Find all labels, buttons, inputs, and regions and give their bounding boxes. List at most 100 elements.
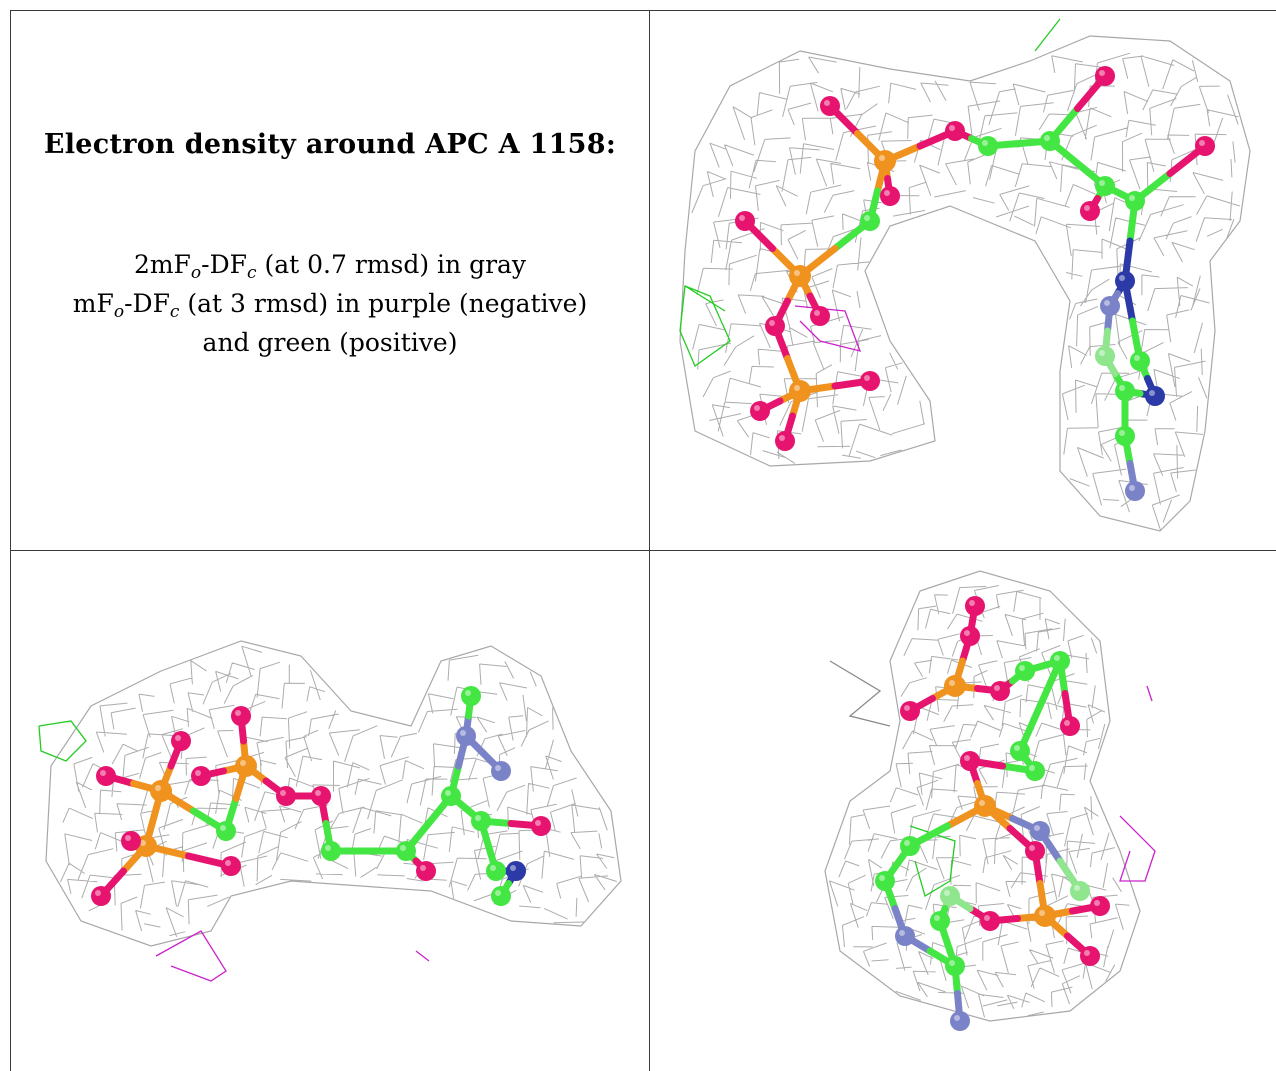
view1-atom-highlight	[1119, 430, 1125, 436]
view1-atom-highlight	[824, 100, 830, 106]
view1-atom-highlight	[1099, 70, 1105, 76]
view2-atom-highlight	[280, 790, 286, 796]
view2-carbon-atom	[471, 811, 491, 831]
molecule-view-2	[38, 640, 622, 982]
view3-atom-highlight	[964, 630, 970, 636]
view1-atom-highlight	[769, 320, 775, 326]
view3-atom-highlight	[969, 600, 975, 606]
border-middle-horizontal	[10, 550, 1276, 551]
negative-density-fragment	[1146, 685, 1153, 702]
view1-nitrogen-atom	[1125, 481, 1145, 501]
view1-atom-highlight	[864, 375, 870, 381]
view1-carbon-atom	[1040, 131, 1060, 151]
view3-atom-highlight	[1029, 845, 1035, 851]
view2-carbon-atom	[491, 886, 511, 906]
view2-atom-highlight	[100, 770, 106, 776]
view3-carbon-atom	[875, 871, 895, 891]
figure-title: Electron density around APC A 1158:	[43, 129, 617, 160]
view1-atom-highlight	[1129, 485, 1135, 491]
positive-density-blob	[909, 825, 956, 897]
legend-line-positive: and green (positive)	[202, 328, 458, 357]
view2-oxygen-atom	[311, 786, 331, 806]
view1-carbon-atom	[1115, 381, 1135, 401]
negative-density-blob	[155, 930, 227, 982]
view1-carbon-atom	[1130, 351, 1150, 371]
view3-oxygen-atom	[990, 681, 1010, 701]
view1-phosphorus-atom	[874, 150, 896, 172]
view3-atom-highlight	[964, 755, 970, 761]
view2-nitrogen-atom	[506, 861, 526, 881]
view2-carbon-atom	[461, 686, 481, 706]
view3-atom-highlight	[1034, 825, 1040, 831]
view2-nitrogen-atom	[456, 726, 476, 746]
view2-oxygen-atom	[276, 786, 296, 806]
view3-phosphorus-atom	[1034, 905, 1056, 927]
view3-atom-highlight	[944, 890, 950, 896]
view2-oxygen-atom	[121, 831, 141, 851]
view2-oxygen-atom	[171, 731, 191, 751]
view1-carbon-atom	[1115, 426, 1135, 446]
view3-carbon-atom	[940, 886, 960, 906]
view3-atom-highlight	[1094, 900, 1100, 906]
view2-atom-highlight	[225, 860, 231, 866]
positive-density-blob	[38, 720, 87, 762]
view2-atom-highlight	[175, 735, 181, 741]
view3-carbon-atom	[1025, 761, 1045, 781]
view3-oxygen-atom	[965, 596, 985, 616]
view2-atom-highlight	[490, 865, 496, 871]
view1-atom-highlight	[754, 405, 760, 411]
view1-oxygen-atom	[1080, 201, 1100, 221]
view1-oxygen-atom	[880, 186, 900, 206]
view3-carbon-atom	[1050, 651, 1070, 671]
caption-cell: Electron density around APC A 1158: 2mFo…	[11, 11, 649, 549]
view1-nitrogen-atom	[1145, 386, 1165, 406]
view1-phosphorus-atom	[789, 265, 811, 287]
view2-carbon-atom	[396, 841, 416, 861]
view3-carbon-atom	[900, 836, 920, 856]
view1-oxygen-atom	[860, 371, 880, 391]
view2-atom-highlight	[495, 765, 501, 771]
density-mesh-2fofc	[691, 52, 1240, 531]
view1-atom-highlight	[1084, 205, 1090, 211]
view3-atom-highlight	[904, 705, 910, 711]
legend-line-fofc: mFo-DFc (at 3 rmsd) in purple (negative)	[72, 289, 588, 322]
view1-atom-highlight	[879, 155, 885, 161]
view2-atom-highlight	[235, 710, 241, 716]
view1-atom-highlight	[982, 140, 988, 146]
view2-atom-highlight	[475, 815, 481, 821]
view1-oxygen-atom	[750, 401, 770, 421]
view1-atom-highlight	[1119, 385, 1125, 391]
view2-atom-highlight	[400, 845, 406, 851]
view3-oxygen-atom	[960, 751, 980, 771]
view3-atom-highlight	[1064, 720, 1070, 726]
view1-oxygen-atom	[765, 316, 785, 336]
density-view-bottom-left	[11, 551, 649, 1071]
density-view-bottom-right	[650, 551, 1276, 1071]
view1-carbon-atom	[978, 136, 998, 156]
view3-carbon-atom	[945, 956, 965, 976]
view3-oxygen-atom	[980, 911, 1000, 931]
view2-atom-highlight	[495, 890, 501, 896]
positive-density-blob	[679, 284, 731, 367]
view3-oxygen-atom	[1025, 841, 1045, 861]
view3-atom-highlight	[1039, 910, 1045, 916]
view3-atom-highlight	[949, 960, 955, 966]
view2-atom-highlight	[420, 865, 426, 871]
view3-atom-highlight	[904, 840, 910, 846]
view3-atom-highlight	[899, 930, 905, 936]
view1-atom-highlight	[949, 125, 955, 131]
view3-oxygen-atom	[1080, 946, 1100, 966]
view1-atom-highlight	[814, 310, 820, 316]
view1-atom-highlight	[739, 215, 745, 221]
molecule-view-3	[824, 570, 1156, 1031]
view2-oxygen-atom	[91, 886, 111, 906]
view1-oxygen-atom	[810, 306, 830, 326]
view1-atom-highlight	[864, 215, 870, 221]
view3-atom-highlight	[879, 875, 885, 881]
view1-atom-highlight	[794, 385, 800, 391]
view2-phosphorus-atom	[235, 755, 257, 777]
view2-nitrogen-atom	[491, 761, 511, 781]
view2-atom-highlight	[220, 825, 226, 831]
view1-atom-highlight	[1104, 300, 1110, 306]
